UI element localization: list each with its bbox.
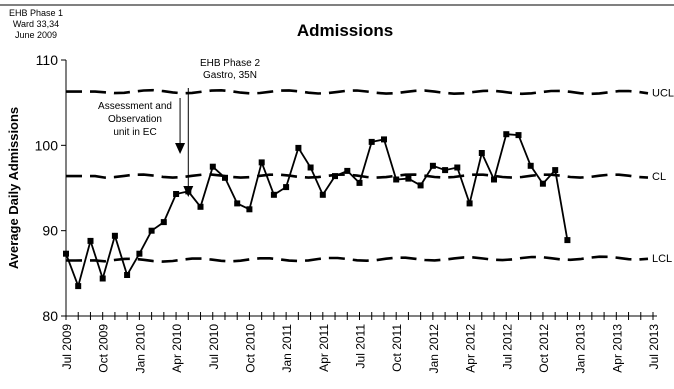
y-tick-label: 90 [42,223,58,239]
control-line-ucl [66,88,649,96]
data-point [442,167,449,174]
x-tick-label: Apr 2012 [464,324,478,373]
series-line [65,133,569,290]
data-point [63,250,69,257]
data-point [454,164,461,171]
x-tick-label: Jan 2012 [427,324,441,374]
x-tick-label: Oct 2012 [537,324,551,373]
data-point [503,131,510,138]
x-tick-label: Apr 2013 [610,324,624,373]
data-point [209,163,216,170]
data-point [75,283,82,290]
y-tick-label: 80 [42,308,58,324]
control-line-lcl [66,255,649,263]
x-tick-label: Apr 2010 [170,324,184,373]
annotation-phase2-arrowhead [183,186,194,197]
annotation-phase1-text: EHB Phase 1 [9,8,63,18]
x-tick-label: Oct 2011 [390,324,404,372]
data-point [393,176,400,183]
x-tick-label: Jul 2013 [647,324,661,370]
control-line-label-lcl: LCL [652,253,672,265]
data-point [295,144,302,151]
data-point [173,191,180,197]
data-point [527,162,534,169]
data-point [368,138,375,145]
data-point [552,167,559,174]
data-point [564,237,571,244]
data-point [160,219,167,226]
data-point [381,136,387,143]
data-point [478,150,485,156]
data-point [466,200,473,207]
data-point [344,167,351,174]
data-point [234,200,241,207]
control-line-label-cl: CL [652,171,666,183]
control-line-label-ucl: UCL [652,87,674,99]
data-point [124,272,131,278]
x-tick-label: Oct 2009 [97,324,111,373]
control-line-cl [66,173,649,179]
data-point [148,227,155,234]
annotation-phase2-text: EHB Phase 2 [200,58,260,69]
annotation-assessment-text: Observation [108,114,162,125]
x-tick-label: Jul 2010 [207,324,221,370]
annotation-phase2-text: Gastro, 35N [203,70,257,81]
annotation-assessment-text: unit in EC [113,127,156,138]
x-tick-label: Jul 2009 [60,324,74,370]
data-point [515,132,522,139]
annotation-assessment-text: Assessment and [98,101,172,112]
data-point [417,182,424,189]
annotation-phase1-text: June 2009 [15,30,57,40]
y-axis-label: Average Daily Admissions [6,107,21,269]
data-point [246,206,253,213]
data-point [87,237,94,244]
y-tick-label: 110 [36,52,59,68]
data-point [270,191,277,198]
plot-area: 80 90 100 110 Jul 2009 Oct 2009 Jan 2010 Apr 20… [0,4,674,374]
data-point [332,173,338,180]
x-tick-label: Jan 2013 [574,324,588,374]
data-point [111,232,118,239]
x-tick-label: Apr 2011 [317,324,331,372]
x-tick-label: Oct 2010 [243,324,257,373]
data-point [356,179,363,186]
x-tick-label: Jan 2010 [133,324,147,374]
data-point [319,191,326,198]
x-tick-label: Jul 2012 [500,324,514,370]
data-point [429,162,436,169]
data-point [136,250,143,257]
data-point [197,203,204,210]
x-tick-label: Jul 2011 [354,324,368,369]
data-point [99,275,106,282]
data-point [222,174,228,181]
y-tick-label: 100 [35,137,59,153]
chart-title: Admissions [297,21,393,40]
data-point [283,184,290,191]
x-tick-label: Jan 2011 [280,324,294,373]
annotation-assessment-arrowhead [175,143,186,154]
data-point [405,175,412,182]
data-point [539,180,546,187]
data-point [258,159,265,166]
data-point [307,164,314,171]
data-point [491,176,497,183]
annotation-phase1-text: Ward 33,34 [13,19,59,29]
